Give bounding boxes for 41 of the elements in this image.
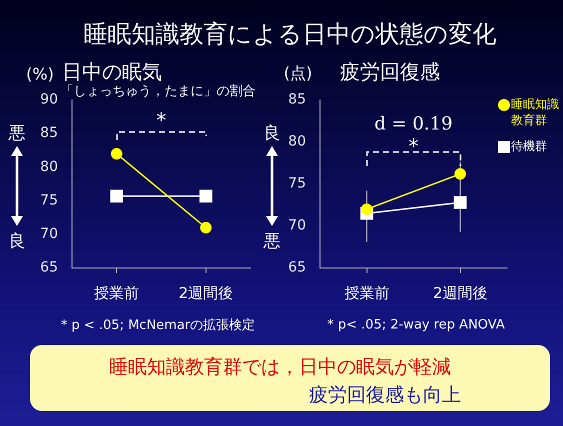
y-tick-label: 65: [288, 260, 306, 276]
y-tick-label: 75: [288, 176, 306, 192]
legend-label: 睡眠知識教育群: [511, 96, 560, 128]
legend-label: 待機群: [511, 138, 547, 154]
text: 悪: [8, 122, 26, 144]
text: * p< .05; 2-way rep ANOVA: [327, 318, 505, 332]
point: [454, 196, 467, 209]
text: 睡眠知識教育群では，日中の眠気が軽減: [109, 355, 451, 380]
y-tick-label: 80: [40, 158, 58, 175]
y-axis-title: (点): [284, 64, 312, 84]
y-tick-label: 90: [40, 92, 58, 108]
x-tick-label: 2週間後: [178, 284, 234, 302]
text: 良: [8, 230, 26, 252]
y-tick-label: 80: [288, 134, 306, 150]
y-tick-label: 75: [40, 192, 58, 208]
text: * p < .05; McNemarの拡張検定: [60, 317, 256, 334]
y-tick-label: 85: [40, 125, 58, 142]
point: [199, 190, 212, 203]
annotation: d = 0.19: [374, 114, 453, 134]
chart-title: 疲労回復感: [340, 58, 440, 86]
x-tick-label: 授業前: [344, 284, 390, 302]
x-tick-label: 授業前: [94, 284, 140, 302]
y-tick-label: 70: [288, 218, 306, 234]
annotation: *: [408, 134, 418, 158]
y-tick-label: 65: [40, 260, 58, 276]
chart-subtitle: 「しょっちゅう，たまに」の割合: [60, 83, 256, 100]
text: 疲労回復感も向上: [309, 383, 461, 408]
x-tick-label: 2週間後: [432, 284, 488, 302]
y-tick-label: 85: [288, 92, 306, 108]
y-axis-title: (%): [26, 64, 54, 84]
point: [110, 148, 122, 160]
text: 睡眠知識教育による日中の状態の変化: [84, 19, 496, 50]
point: [454, 168, 466, 180]
point: [361, 203, 372, 215]
text: 良: [264, 122, 280, 144]
y-tick-label: 70: [40, 226, 58, 242]
point: [110, 190, 124, 203]
text: 悪: [264, 230, 280, 252]
chart-title: 日中の眠気: [62, 58, 162, 84]
annotation: *: [156, 108, 166, 132]
point: [200, 222, 212, 234]
